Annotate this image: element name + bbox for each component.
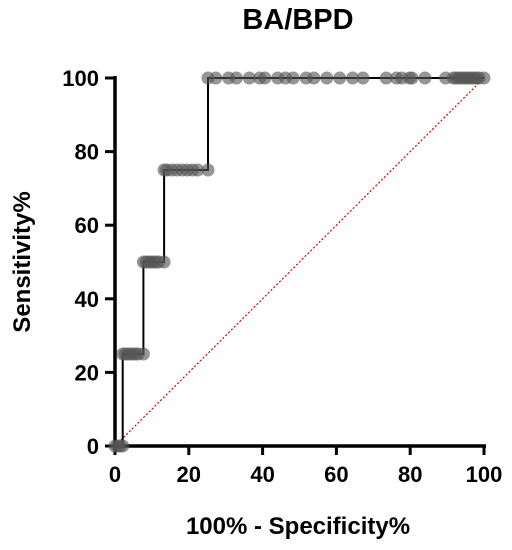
roc-data-point: [157, 255, 171, 269]
roc-data-point: [346, 71, 360, 85]
roc-data-point: [229, 71, 243, 85]
roc-data-point: [477, 71, 491, 85]
y-tick-label: 100: [62, 66, 99, 91]
x-tick-label: 60: [324, 462, 348, 487]
y-tick-label: 80: [75, 140, 99, 165]
axes: 0 20 40 60 80 100 0 20 40 60 80 100: [62, 66, 502, 487]
roc-data-point: [405, 71, 419, 85]
roc-data-point: [209, 71, 223, 85]
roc-data-point: [242, 71, 256, 85]
reference-diagonal-line: [114, 77, 485, 447]
roc-data-point: [201, 163, 215, 177]
y-tick-label: 60: [75, 213, 99, 238]
roc-data-point: [116, 439, 130, 453]
roc-data-point: [258, 71, 272, 85]
y-tick-label: 40: [75, 287, 99, 312]
roc-data-point: [333, 71, 347, 85]
x-tick-label: 20: [177, 462, 201, 487]
roc-data-point: [286, 71, 300, 85]
roc-points-layer: [108, 71, 491, 453]
reference-line-layer: [114, 77, 485, 447]
roc-data-point: [356, 71, 370, 85]
y-tick-label: 20: [75, 360, 99, 385]
roc-data-point: [136, 347, 150, 361]
y-tick-label: 0: [87, 434, 99, 459]
chart-title: BA/BPD: [242, 4, 353, 36]
x-tick-label: 80: [398, 462, 422, 487]
x-axis-label: 100% - Specificity%: [186, 513, 410, 540]
roc-data-point: [191, 163, 205, 177]
x-tick-label: 0: [109, 462, 121, 487]
y-axis-label: Sensitivity%: [9, 191, 36, 332]
x-tick-label: 100: [466, 462, 503, 487]
roc-data-point: [320, 71, 334, 85]
roc-data-point: [307, 71, 321, 85]
x-tick-label: 40: [250, 462, 274, 487]
roc-data-point: [379, 71, 393, 85]
roc-data-point: [418, 71, 432, 85]
